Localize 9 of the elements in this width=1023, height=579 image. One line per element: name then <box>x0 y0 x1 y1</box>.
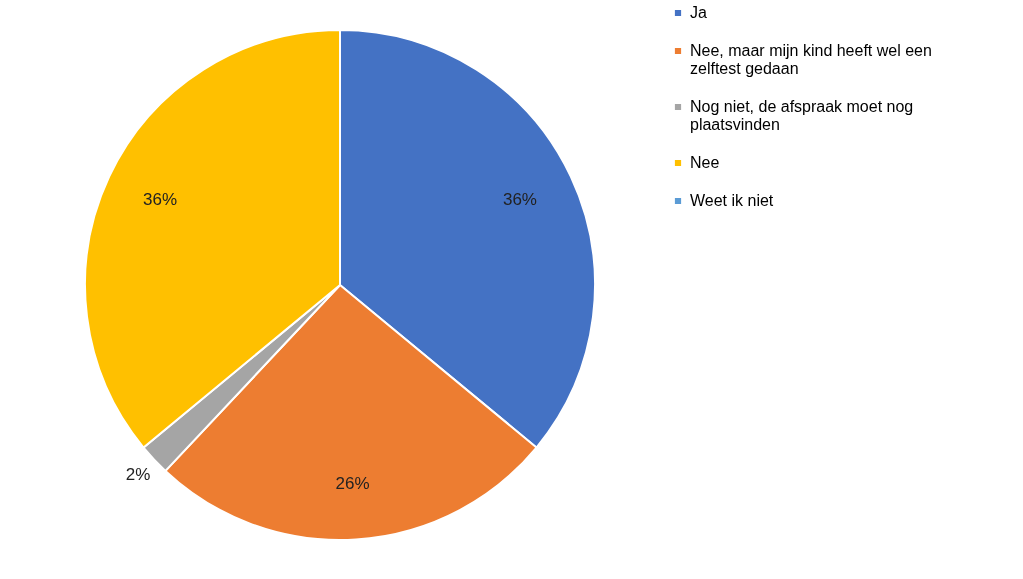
legend-label: Nee <box>690 154 720 171</box>
legend-label: Nog niet, de afspraak moet nog plaatsvinden <box>690 98 914 133</box>
data-label: 26% <box>335 473 370 493</box>
legend-label: Ja <box>690 4 707 21</box>
data-label: 36% <box>502 190 537 210</box>
data-label: 2% <box>125 464 151 484</box>
data-label: 36% <box>143 190 178 210</box>
legend-label: Nee, maar mijn kind heeft wel een zelftest gedaan <box>690 42 932 77</box>
legend-label: Weet ik niet <box>690 192 774 209</box>
